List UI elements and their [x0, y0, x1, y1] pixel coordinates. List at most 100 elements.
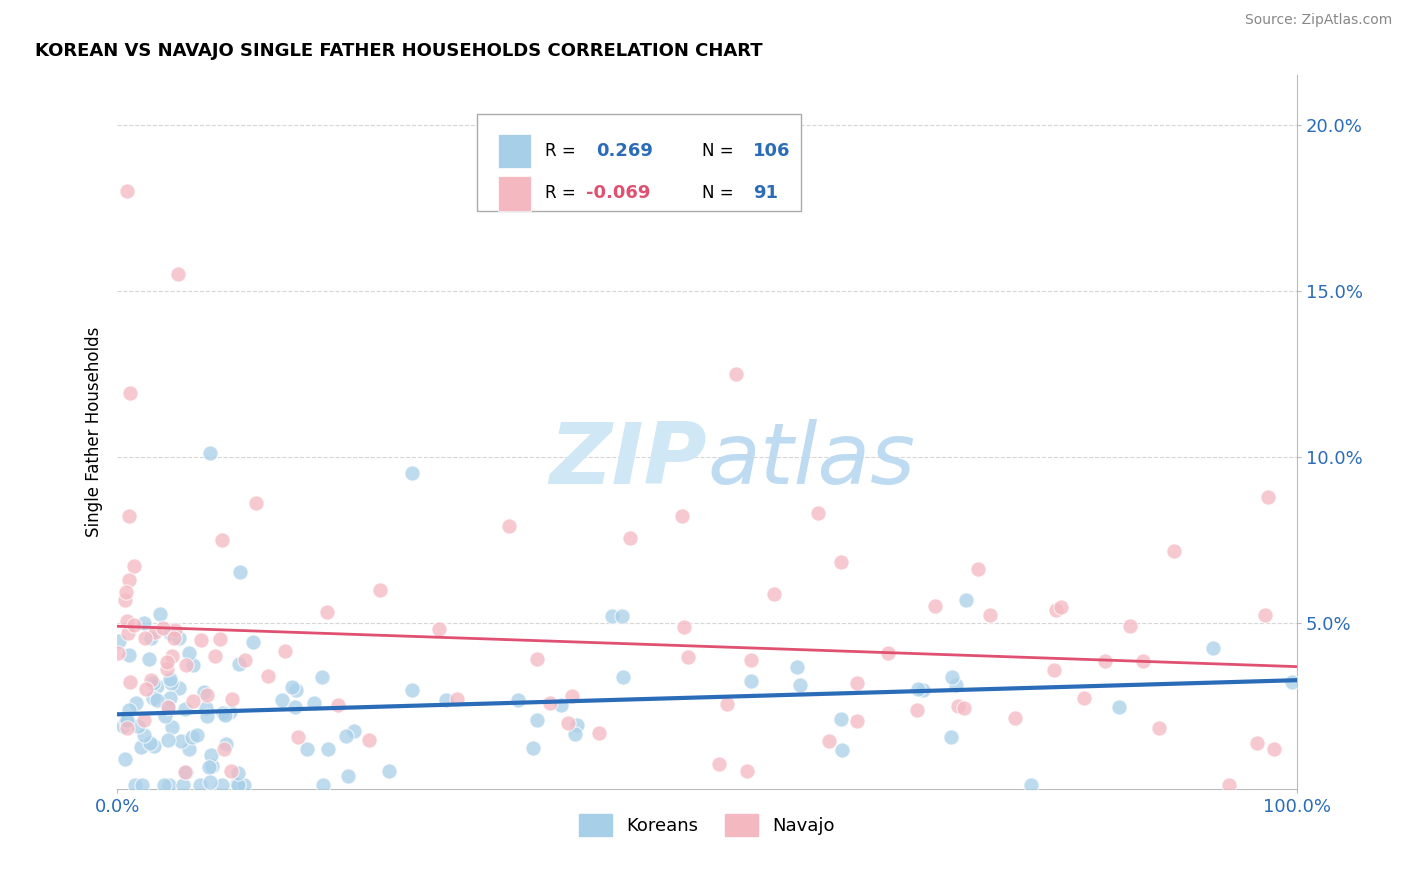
Point [173, 701, 195, 715]
Point [221, 691, 243, 706]
Point [1163, 544, 1185, 558]
Point [138, 652, 160, 666]
Point [125, 696, 148, 710]
Point [522, 740, 544, 755]
Point [204, 648, 226, 663]
Point [1263, 742, 1285, 756]
Point [139, 736, 162, 750]
Point [538, 696, 561, 710]
Point [612, 608, 634, 623]
Point [107, 634, 129, 648]
Point [498, 519, 520, 533]
Point [740, 652, 762, 666]
Point [336, 769, 359, 783]
Point [167, 681, 190, 696]
FancyBboxPatch shape [498, 134, 531, 169]
Point [181, 694, 204, 708]
Point [600, 608, 623, 623]
Point [907, 682, 929, 697]
Point [186, 728, 208, 742]
Point [1202, 641, 1225, 656]
Point [118, 702, 141, 716]
Point [284, 700, 307, 714]
Point [156, 655, 179, 669]
Text: 106: 106 [754, 142, 790, 160]
FancyBboxPatch shape [477, 114, 801, 211]
Point [1119, 619, 1142, 633]
Point [368, 583, 391, 598]
Point [831, 743, 853, 757]
Point [945, 678, 967, 692]
Point [1019, 778, 1042, 792]
Point [287, 730, 309, 744]
Point [159, 626, 181, 640]
Point [588, 726, 610, 740]
Point [941, 730, 963, 744]
Point [740, 673, 762, 688]
Point [153, 778, 176, 792]
Point [830, 555, 852, 569]
Point [318, 742, 340, 756]
Point [122, 617, 145, 632]
Point [401, 467, 423, 481]
Point [378, 764, 401, 778]
Point [905, 702, 928, 716]
Point [818, 734, 841, 748]
Point [181, 658, 204, 673]
Point [195, 700, 218, 714]
Point [141, 631, 163, 645]
Text: 91: 91 [754, 185, 778, 202]
Point [434, 692, 457, 706]
Point [167, 267, 190, 281]
Point [221, 764, 243, 778]
Point [146, 679, 169, 693]
Point [160, 648, 183, 663]
Text: 0.269: 0.269 [596, 142, 652, 160]
Point [146, 693, 169, 707]
Point [156, 700, 179, 714]
Point [302, 696, 325, 710]
Point [735, 764, 758, 778]
Point [707, 756, 730, 771]
Point [335, 729, 357, 743]
Point [118, 648, 141, 662]
Point [177, 646, 200, 660]
Point [1218, 778, 1240, 792]
Point [214, 742, 236, 756]
Point [139, 673, 162, 687]
Point [955, 593, 977, 607]
Point [280, 680, 302, 694]
Text: atlas: atlas [707, 419, 915, 502]
Point [115, 614, 138, 628]
Point [132, 729, 155, 743]
Point [506, 693, 529, 707]
Point [550, 698, 572, 712]
Point [672, 620, 695, 634]
Point [177, 742, 200, 756]
Point [1257, 490, 1279, 504]
Point [165, 623, 187, 637]
Point [1254, 608, 1277, 623]
Point [180, 730, 202, 744]
Point [111, 719, 134, 733]
Point [208, 632, 231, 646]
Point [561, 689, 583, 703]
Point [676, 650, 699, 665]
Point [148, 607, 170, 621]
Text: N =: N = [703, 142, 734, 160]
Point [789, 678, 811, 692]
Point [174, 657, 197, 672]
Point [107, 646, 129, 660]
Point [446, 691, 468, 706]
Point [316, 605, 339, 619]
Point [127, 719, 149, 733]
Point [131, 778, 153, 792]
Point [134, 632, 156, 646]
Point [163, 631, 186, 645]
Point [190, 778, 212, 792]
Point [157, 732, 180, 747]
Point [153, 708, 176, 723]
Text: R =: R = [546, 142, 576, 160]
Point [830, 712, 852, 726]
Point [877, 646, 900, 660]
